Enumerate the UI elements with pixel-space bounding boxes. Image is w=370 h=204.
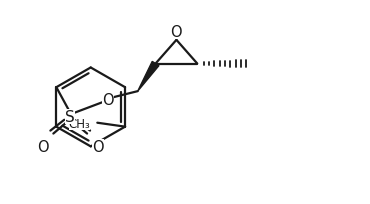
Text: S: S	[65, 110, 75, 125]
Polygon shape	[138, 62, 159, 92]
Text: O: O	[102, 92, 114, 107]
Text: CH₃: CH₃	[68, 118, 90, 131]
Text: O: O	[38, 139, 49, 154]
Text: O: O	[171, 25, 182, 40]
Text: O: O	[92, 139, 104, 154]
